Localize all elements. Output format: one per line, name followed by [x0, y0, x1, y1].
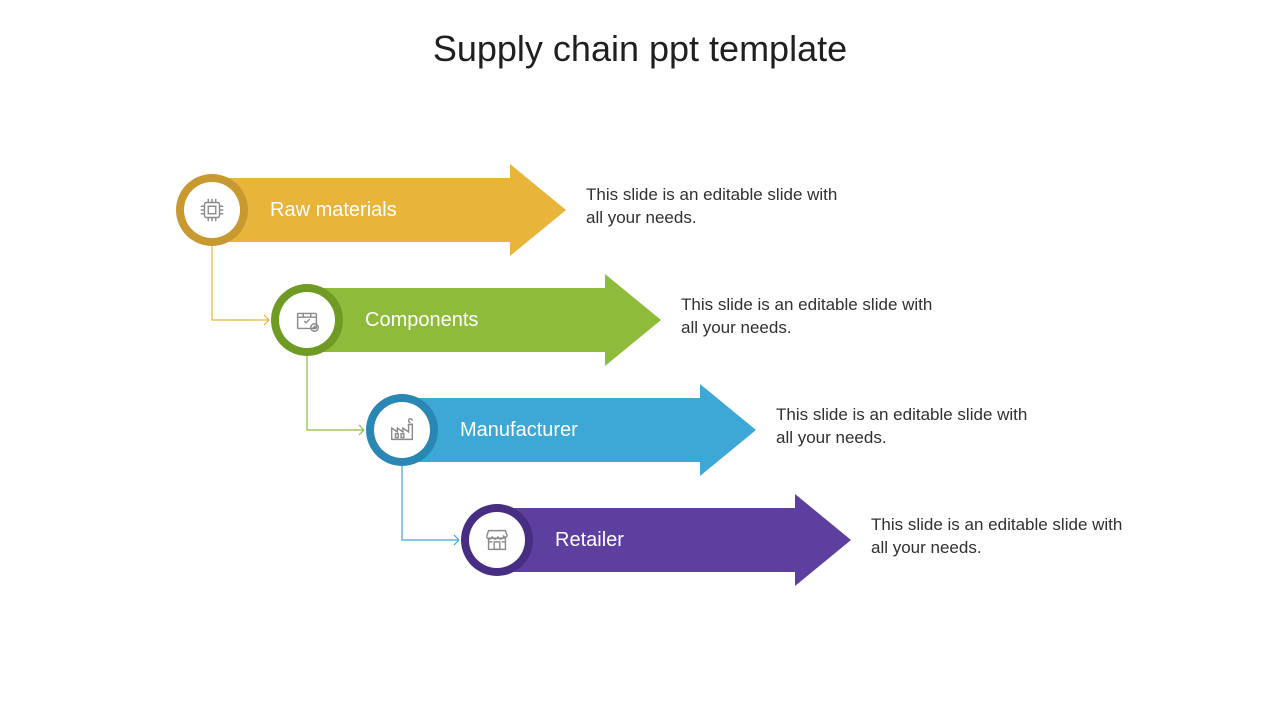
arrow-head [795, 494, 851, 586]
diagram-stage: Raw materials This slide is an editable … [0, 0, 1280, 720]
step-description: This slide is an editable slide with all… [871, 514, 1131, 560]
arrow-head [605, 274, 661, 366]
arrow-head [510, 164, 566, 256]
step-description: This slide is an editable slide with all… [586, 184, 846, 230]
step-description: This slide is an editable slide with all… [681, 294, 941, 340]
step-circle [366, 394, 438, 466]
step-description: This slide is an editable slide with all… [776, 404, 1036, 450]
storefront-icon [469, 512, 525, 568]
arrow-label: Components [365, 309, 478, 332]
step-circle [176, 174, 248, 246]
factory-icon [374, 402, 430, 458]
step-circle [271, 284, 343, 356]
chip-icon [184, 182, 240, 238]
step-circle [461, 504, 533, 576]
package-icon [279, 292, 335, 348]
arrow-label: Retailer [555, 529, 624, 552]
arrow-head [700, 384, 756, 476]
arrow-label: Manufacturer [460, 419, 578, 442]
arrow-label: Raw materials [270, 199, 397, 222]
